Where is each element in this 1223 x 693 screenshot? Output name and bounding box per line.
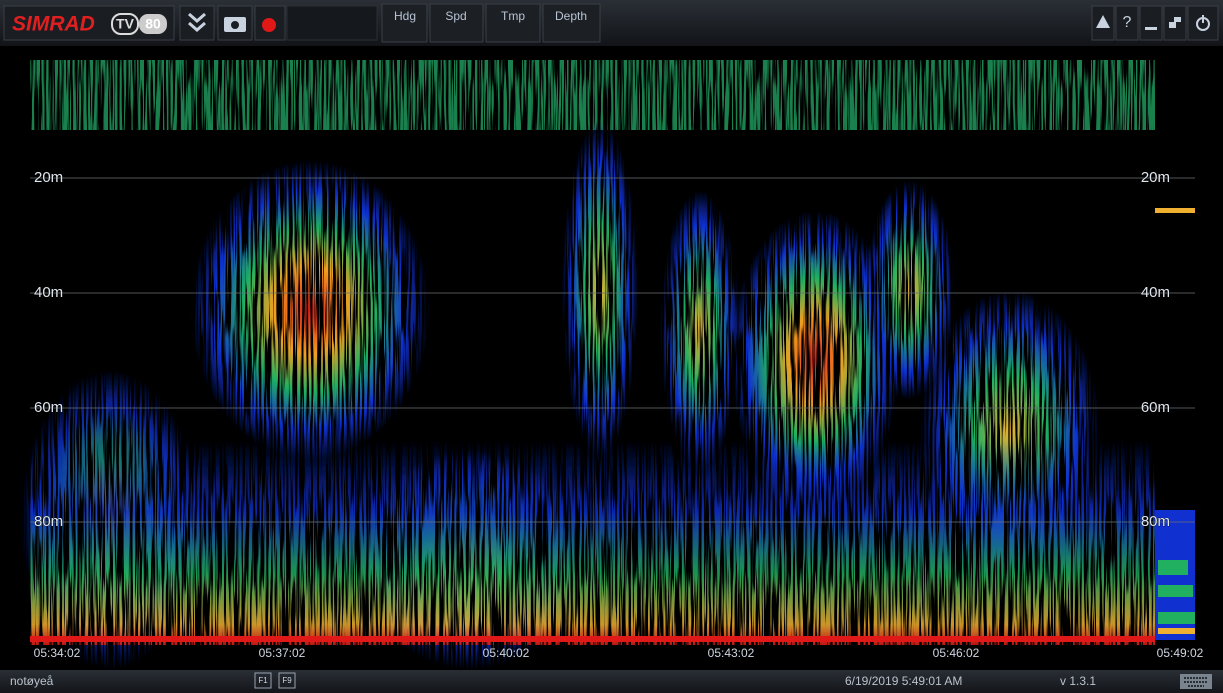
user-name: notøyeå bbox=[10, 674, 54, 688]
restore-icon bbox=[1169, 22, 1176, 28]
depth-grid bbox=[30, 177, 1195, 523]
scale-band bbox=[1158, 585, 1193, 597]
bottom-echo bbox=[30, 440, 1155, 645]
help-icon: ? bbox=[1123, 14, 1132, 31]
key-label: F9 bbox=[282, 676, 292, 685]
tab-label: Tmp bbox=[501, 9, 525, 23]
chevron-icon bbox=[188, 12, 206, 32]
tab-spd[interactable]: Spd bbox=[429, 3, 484, 43]
depth-marker bbox=[1155, 208, 1195, 213]
warning-icon bbox=[1096, 15, 1110, 28]
tab-depth[interactable]: Depth bbox=[542, 3, 601, 43]
time-label: 05:46:02 bbox=[933, 646, 980, 660]
color-scale bbox=[1155, 208, 1195, 640]
restore-button[interactable] bbox=[1163, 5, 1187, 41]
echogram-image bbox=[20, 60, 1155, 670]
depth-label: 80m bbox=[1141, 513, 1170, 530]
keyboard-button[interactable] bbox=[1180, 674, 1212, 689]
fish-school bbox=[660, 190, 740, 470]
model: TV bbox=[116, 16, 135, 32]
model-number: 80 bbox=[145, 16, 161, 32]
depth-label: 60m bbox=[1141, 399, 1170, 416]
camera-lens bbox=[231, 21, 239, 29]
record-button[interactable] bbox=[254, 5, 286, 41]
depth-label: 20m bbox=[34, 169, 63, 186]
fish-school bbox=[190, 160, 430, 460]
camera-button[interactable] bbox=[217, 5, 253, 41]
minimize-icon bbox=[1145, 27, 1157, 30]
model-badge bbox=[111, 13, 139, 35]
depth-label: 80m bbox=[34, 513, 63, 530]
help-button[interactable]: ? bbox=[1115, 5, 1139, 41]
tab-label: Hdg bbox=[394, 9, 416, 23]
tab-label: Spd bbox=[445, 9, 466, 23]
tab-tmp[interactable]: Tmp bbox=[485, 3, 541, 43]
f1-key[interactable]: F1 bbox=[254, 672, 272, 689]
alarm-button[interactable] bbox=[1091, 5, 1115, 41]
fish-school bbox=[730, 210, 900, 510]
time-label: 05:37:02 bbox=[259, 646, 306, 660]
button-frame bbox=[1139, 5, 1163, 41]
status-bar bbox=[0, 670, 1223, 693]
button-frame bbox=[1115, 5, 1139, 41]
keyboard-keys bbox=[1184, 677, 1208, 687]
depth-label: 20m bbox=[1141, 169, 1170, 186]
key-frame bbox=[278, 672, 296, 689]
tab-label: Depth bbox=[555, 9, 587, 23]
tab-frame bbox=[381, 3, 428, 43]
menu-button[interactable] bbox=[179, 5, 215, 41]
f9-key[interactable]: F9 bbox=[278, 672, 296, 689]
scale-band bbox=[1158, 628, 1195, 634]
tab-frame bbox=[542, 3, 601, 43]
fish-school bbox=[865, 180, 955, 400]
toolbar-spacer bbox=[286, 5, 378, 41]
depth-label: 40m bbox=[34, 284, 63, 301]
brand: SIMRAD bbox=[12, 13, 95, 36]
seabed-line bbox=[30, 636, 1155, 642]
tab-frame bbox=[429, 3, 484, 43]
key-label: F1 bbox=[258, 676, 268, 685]
time-label: 05:34:02 bbox=[34, 646, 81, 660]
depth-label: 60m bbox=[34, 399, 63, 416]
model-number-badge bbox=[139, 14, 167, 34]
tab-hdg[interactable]: Hdg bbox=[381, 3, 428, 43]
version: v 1.3.1 bbox=[1060, 674, 1096, 688]
scale-band bbox=[1158, 560, 1188, 575]
tab-frame bbox=[485, 3, 541, 43]
time-label: 05:43:02 bbox=[708, 646, 755, 660]
depth-label: 40m bbox=[1141, 284, 1170, 301]
restore-icon bbox=[1174, 17, 1181, 22]
time-label: 05:40:02 bbox=[483, 646, 530, 660]
time-label: 05:49:02 bbox=[1157, 646, 1204, 660]
fish-school bbox=[562, 120, 638, 460]
surface-echo bbox=[30, 60, 1155, 130]
key-frame bbox=[254, 672, 272, 689]
record-icon bbox=[262, 18, 276, 32]
button-frame bbox=[179, 5, 215, 41]
datetime: 6/19/2019 5:49:01 AM bbox=[845, 674, 962, 688]
power-button[interactable] bbox=[1187, 5, 1219, 41]
minimize-button[interactable] bbox=[1139, 5, 1163, 41]
scale-band bbox=[1158, 612, 1195, 624]
